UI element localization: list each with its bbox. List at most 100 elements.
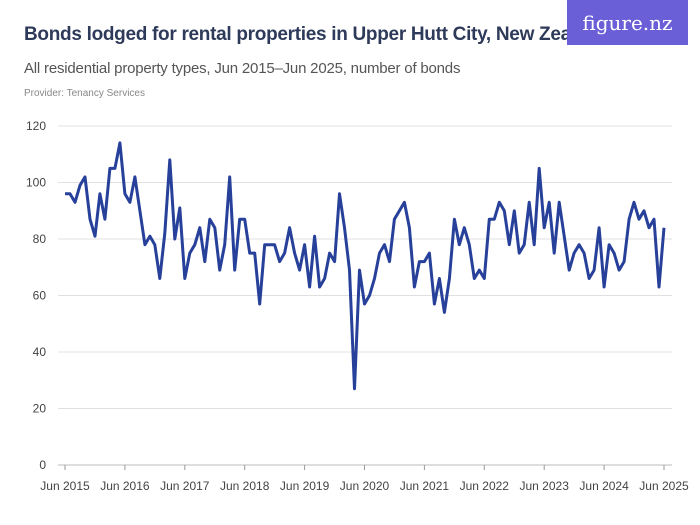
data-point [643,209,646,212]
data-point [148,235,151,238]
data-point [108,167,111,170]
data-point [423,260,426,263]
data-point [293,252,296,255]
data-point [278,260,281,263]
x-tick-label: Jun 2016 [100,479,150,493]
data-point [378,252,381,255]
y-tick-label: 120 [26,119,46,133]
data-point [563,235,566,238]
data-point [663,226,666,229]
data-point [173,238,176,241]
data-point [303,243,306,246]
data-point [143,243,146,246]
x-tick-label: Jun 2020 [340,479,390,493]
data-point [168,158,171,161]
data-point [648,226,651,229]
figure-nz-logo[interactable]: figure.nz [567,0,688,45]
data-point [543,226,546,229]
data-point [468,243,471,246]
data-point [518,252,521,255]
data-point [343,226,346,229]
data-point [428,252,431,255]
data-point [93,235,96,238]
data-point [258,302,261,305]
data-point [628,218,631,221]
data-point [118,141,121,144]
data-point [193,243,196,246]
data-point [328,252,331,255]
x-tick-label: Jun 2015 [40,479,90,493]
x-tick-label: Jun 2017 [160,479,210,493]
x-tick-label: Jun 2018 [220,479,270,493]
x-tick-label: Jun 2022 [460,479,510,493]
data-point [658,286,661,289]
data-point [508,243,511,246]
data-point [218,269,221,272]
y-tick-label: 80 [33,232,47,246]
data-point [503,209,506,212]
data-point [228,175,231,178]
y-tick-label: 0 [39,458,46,472]
data-point [98,192,101,195]
data-point [558,201,561,204]
data-point [233,269,236,272]
chart-title: Bonds lodged for rental properties in Up… [24,24,609,45]
data-point [188,252,191,255]
data-point [598,226,601,229]
data-point [138,209,141,212]
x-tick-label: Jun 2019 [280,479,330,493]
data-point [178,206,181,209]
data-point [538,167,541,170]
provider-label: Provider: Tenancy Services [24,88,145,99]
data-point [113,167,116,170]
data-point [163,232,166,235]
data-point [248,252,251,255]
data-point [583,252,586,255]
data-point [368,294,371,297]
data-point [313,235,316,238]
data-point [73,201,76,204]
data-point [593,269,596,272]
data-point [483,277,486,280]
data-point [438,277,441,280]
data-point [298,269,301,272]
data-point [263,243,266,246]
data-point [588,277,591,280]
data-point [413,286,416,289]
data-point [493,218,496,221]
x-tick-label: Jun 2025 [639,479,689,493]
data-point [638,218,641,221]
data-point [323,277,326,280]
x-tick-label: Jun 2024 [579,479,629,493]
data-point [613,252,616,255]
data-point [623,260,626,263]
data-point [68,192,71,195]
data-point [548,201,551,204]
y-tick-label: 100 [26,176,46,190]
data-point [388,260,391,263]
data-point [513,209,516,212]
data-point [633,201,636,204]
data-point [523,243,526,246]
data-point [78,184,81,187]
data-point [578,243,581,246]
data-point [273,243,276,246]
data-point [618,269,621,272]
data-point [398,209,401,212]
data-point [418,260,421,263]
data-point [123,192,126,195]
data-point [363,302,366,305]
data-point [268,243,271,246]
data-point [383,243,386,246]
data-point [333,260,336,263]
data-point [128,201,131,204]
data-point [238,218,241,221]
data-point [213,226,216,229]
data-point [88,218,91,221]
data-point [573,252,576,255]
data-point [198,226,201,229]
data-point [533,243,536,246]
data-point [183,277,186,280]
data-point [403,201,406,204]
data-point [443,311,446,314]
